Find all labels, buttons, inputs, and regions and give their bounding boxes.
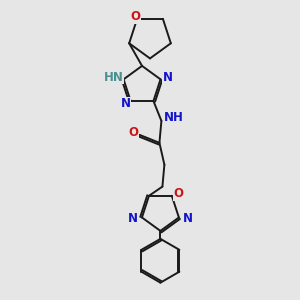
Text: N: N bbox=[121, 98, 131, 110]
Text: O: O bbox=[174, 187, 184, 200]
Text: N: N bbox=[128, 212, 138, 225]
Text: O: O bbox=[128, 126, 139, 140]
Text: O: O bbox=[130, 10, 140, 23]
Text: NH: NH bbox=[164, 111, 183, 124]
Text: N: N bbox=[163, 71, 172, 84]
Text: HN: HN bbox=[104, 71, 124, 84]
Text: N: N bbox=[183, 212, 193, 225]
